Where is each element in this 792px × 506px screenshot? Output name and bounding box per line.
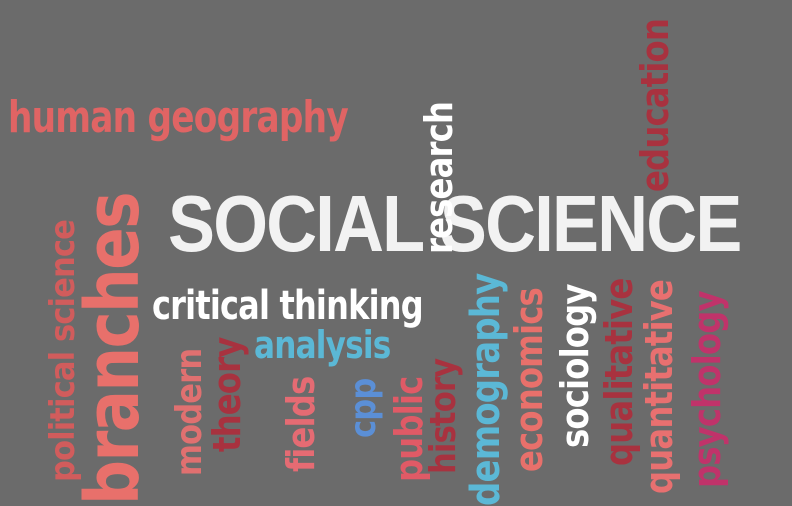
word-quantitative: quantitative <box>637 280 681 494</box>
word-social-science: SOCIAL SCIENCE <box>168 179 742 268</box>
word-human-geography: human geography <box>8 92 349 143</box>
word-cpp: cpp <box>343 378 384 438</box>
word-political-science: political science <box>43 220 83 482</box>
word-analysis: analysis <box>254 323 391 367</box>
word-history: history <box>423 358 464 474</box>
word-sociology: sociology <box>553 284 597 448</box>
word-research: research <box>417 101 461 255</box>
word-fields: fields <box>279 376 323 472</box>
word-branches: branches <box>70 193 156 505</box>
word-qualitative: qualitative <box>597 278 641 466</box>
word-economics: economics <box>507 288 551 472</box>
word-demography: demography <box>463 273 509 506</box>
word-theory: theory <box>205 337 249 452</box>
word-psychology: psychology <box>685 291 729 488</box>
word-education: education <box>633 18 677 192</box>
word-modern: modern <box>169 348 210 476</box>
word-critical-thinking: critical thinking <box>152 283 424 329</box>
